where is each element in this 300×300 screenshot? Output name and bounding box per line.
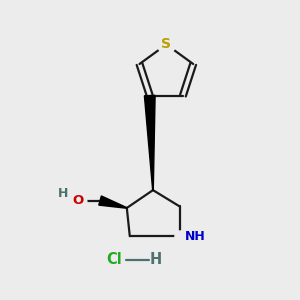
Text: H: H (58, 187, 68, 200)
Polygon shape (99, 196, 127, 208)
Text: O: O (72, 194, 83, 207)
Text: H: H (150, 253, 162, 268)
Text: NH: NH (185, 230, 206, 243)
Text: Cl: Cl (106, 253, 122, 268)
Text: S: S (161, 38, 171, 52)
Polygon shape (144, 95, 155, 190)
